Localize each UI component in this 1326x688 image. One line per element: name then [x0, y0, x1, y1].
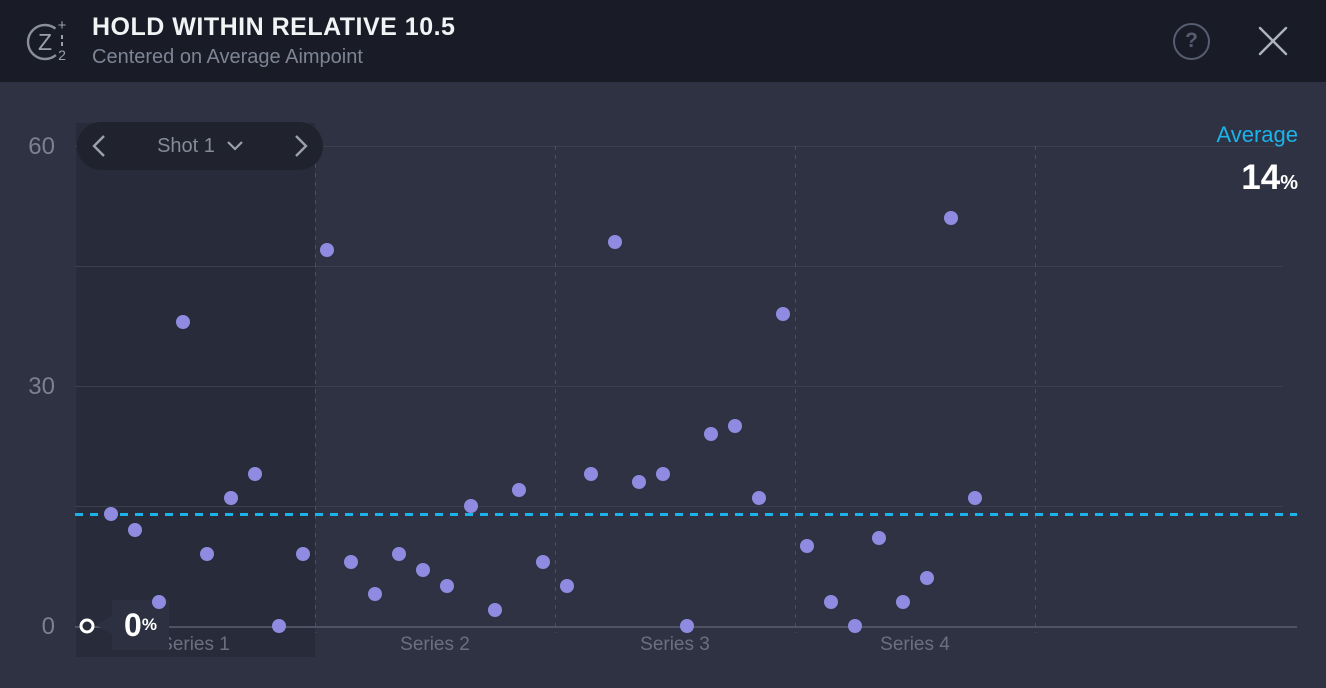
shot-dot[interactable]	[176, 315, 190, 329]
y-tick-60: 60	[28, 133, 55, 160]
series-separator-4	[1035, 146, 1036, 633]
previous-shot-button[interactable]	[77, 134, 121, 158]
shot-dot[interactable]	[776, 307, 790, 321]
tooltip-value: 0	[124, 606, 142, 643]
shot-dot[interactable]	[224, 491, 238, 505]
shot-dot[interactable]	[584, 467, 598, 481]
shot-dot[interactable]	[200, 547, 214, 561]
shot-dot[interactable]	[632, 475, 646, 489]
shot-dot[interactable]	[968, 491, 982, 505]
shot-dot[interactable]	[824, 595, 838, 609]
average-readout: Average 14%	[1216, 122, 1298, 197]
series-separator-1	[315, 146, 316, 633]
z-1-2-drill-logo-icon: Z + 2	[26, 17, 67, 63]
shot-dot[interactable]	[896, 595, 910, 609]
shot-dot[interactable]	[728, 419, 742, 433]
shot-dot[interactable]	[392, 547, 406, 561]
page-title: HOLD WITHIN RELATIVE 10.5	[92, 13, 456, 41]
shot-dot[interactable]	[608, 235, 622, 249]
shot-dot[interactable]	[416, 563, 430, 577]
shot-dot[interactable]	[248, 467, 262, 481]
svg-text:+: +	[58, 17, 67, 34]
shot-dot[interactable]	[800, 539, 814, 553]
series-1-label: Series 1	[160, 634, 230, 655]
chevron-left-icon	[92, 135, 105, 157]
shot-dot[interactable]	[440, 579, 454, 593]
shot-dot[interactable]	[560, 579, 574, 593]
gridline-y-30	[75, 386, 1283, 387]
tooltip-arrow	[96, 616, 112, 634]
shot-dot[interactable]	[656, 467, 670, 481]
chevron-right-icon	[295, 135, 308, 157]
y-tick-0: 0	[41, 613, 55, 640]
shot-dot[interactable]	[872, 531, 886, 545]
shot-dot[interactable]	[848, 619, 862, 633]
tooltip-unit: %	[141, 615, 157, 634]
gridline-y-60	[75, 146, 1283, 147]
shot-dot[interactable]	[488, 603, 502, 617]
series-separator-3	[795, 146, 796, 633]
average-reference-line	[75, 513, 1297, 516]
shot-dropdown-label: Shot 1	[157, 134, 215, 157]
svg-text:2: 2	[58, 47, 66, 63]
average-value: 14	[1241, 158, 1281, 197]
shot-dot[interactable]	[512, 483, 526, 497]
help-icon[interactable]: ?	[1173, 22, 1210, 60]
shot-dot[interactable]	[152, 595, 166, 609]
header-bar: Z + 2 HOLD WITHIN RELATIVE 10.5 Centered…	[0, 0, 1326, 82]
shot-dot[interactable]	[680, 619, 694, 633]
page-subtitle: Centered on Average Aimpoint	[92, 46, 363, 68]
shot-dot[interactable]	[320, 243, 334, 257]
shot-dot[interactable]	[944, 211, 958, 225]
svg-text:Z: Z	[38, 29, 52, 55]
shot-dot[interactable]	[536, 555, 550, 569]
selected-series-highlight-panel	[76, 123, 315, 657]
shot-dot[interactable]	[920, 571, 934, 585]
shot-dot[interactable]	[104, 507, 118, 521]
series-separator-2	[555, 146, 556, 633]
shot-dot[interactable]	[272, 619, 286, 633]
average-unit: %	[1280, 172, 1298, 194]
shot-selector: Shot 1	[77, 122, 323, 170]
series-4-label: Series 4	[880, 634, 950, 655]
shot-dot[interactable]	[704, 427, 718, 441]
next-shot-button[interactable]	[279, 134, 323, 158]
gridline-y-15	[75, 506, 1283, 507]
shot-dot[interactable]	[344, 555, 358, 569]
series-2-label: Series 2	[400, 634, 470, 655]
average-title: Average	[1216, 122, 1298, 147]
shot-dot[interactable]	[464, 499, 478, 513]
selected-shot-marker[interactable]	[79, 618, 95, 634]
shot-dot[interactable]	[128, 523, 142, 537]
shot-dot[interactable]	[368, 587, 382, 601]
shot-dot[interactable]	[296, 547, 310, 561]
series-3-label: Series 3	[640, 634, 710, 655]
gridline-y-45	[75, 266, 1283, 267]
shot-dropdown[interactable]: Shot 1	[121, 135, 279, 158]
y-tick-30: 30	[28, 373, 55, 400]
chevron-down-icon	[227, 141, 243, 151]
shot-dot[interactable]	[752, 491, 766, 505]
close-icon[interactable]	[1256, 24, 1290, 58]
